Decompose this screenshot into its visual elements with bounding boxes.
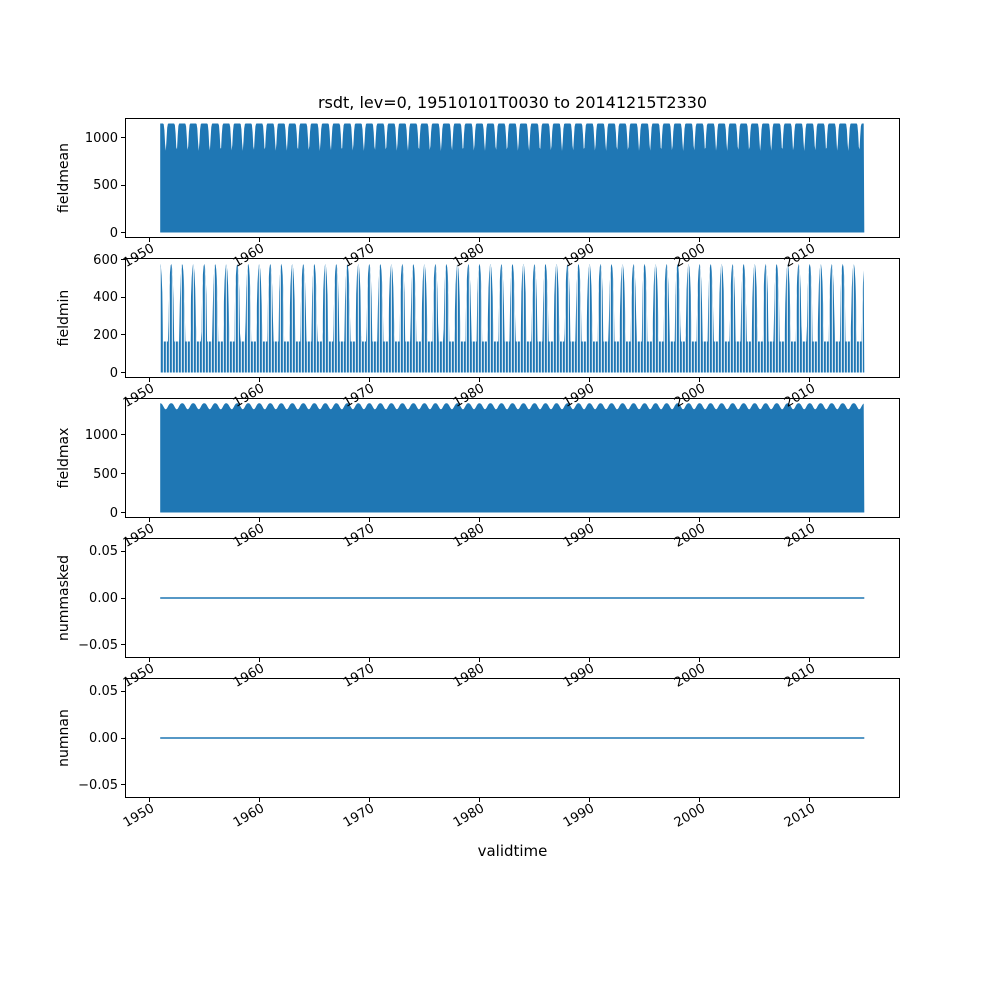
y-tick-label: −0.05 <box>78 637 118 653</box>
x-tick-mark <box>809 658 811 662</box>
y-tick-label: 0 <box>109 225 118 241</box>
x-tick-mark <box>148 378 150 382</box>
axes-frame <box>125 398 900 518</box>
axes-frame <box>125 118 900 238</box>
x-tick-mark <box>699 238 701 242</box>
y-tick-label: 500 <box>93 178 118 194</box>
x-tick-mark <box>699 378 701 382</box>
y-tick-label: 600 <box>93 252 118 268</box>
x-tick-mark <box>368 518 370 522</box>
x-tick-mark <box>258 798 260 802</box>
y-tick-mark <box>121 784 125 786</box>
x-tick-label: 2000 <box>671 801 708 831</box>
y-tick-mark <box>121 644 125 646</box>
y-tick-mark <box>121 737 125 739</box>
x-tick-mark <box>699 518 701 522</box>
x-tick-mark <box>589 238 591 242</box>
y-tick-label: 0.00 <box>89 591 118 606</box>
y-tick-label: −0.05 <box>78 777 118 793</box>
axes-frame <box>125 538 900 658</box>
x-tick-mark <box>258 238 260 242</box>
x-tick-mark <box>258 658 260 662</box>
y-axis-label-fieldmin: fieldmin <box>56 289 72 347</box>
x-tick-mark <box>258 518 260 522</box>
x-tick-mark <box>589 518 591 522</box>
y-tick-label: 0.00 <box>89 731 118 746</box>
subplot-fieldmin <box>125 258 900 382</box>
y-tick-mark <box>121 372 125 374</box>
x-tick-label: 1960 <box>231 801 268 831</box>
y-tick-label: 400 <box>93 290 118 306</box>
x-tick-mark <box>699 658 701 662</box>
y-tick-mark <box>121 184 125 186</box>
y-tick-mark <box>121 597 125 599</box>
x-tick-mark <box>809 798 811 802</box>
x-tick-label: 2010 <box>781 801 818 831</box>
subplot-fieldmax <box>125 398 900 522</box>
x-tick-mark <box>258 378 260 382</box>
x-tick-mark <box>368 658 370 662</box>
x-tick-mark <box>148 658 150 662</box>
y-tick-mark <box>121 334 125 336</box>
y-tick-mark <box>121 296 125 298</box>
y-tick-mark <box>121 690 125 692</box>
x-tick-mark <box>589 378 591 382</box>
y-tick-mark <box>121 137 125 139</box>
x-tick-mark <box>368 238 370 242</box>
x-tick-label: 1980 <box>451 801 488 831</box>
figure-title: rsdt, lev=0, 19510101T0030 to 20141215T2… <box>317 93 708 112</box>
subplot-nummasked <box>125 538 900 662</box>
x-tick-mark <box>809 518 811 522</box>
series-fieldmean <box>160 123 865 233</box>
y-tick-mark <box>121 259 125 261</box>
x-tick-mark <box>148 798 150 802</box>
y-tick-label: 0 <box>109 365 118 381</box>
x-tick-label: 1950 <box>121 801 158 831</box>
plot-area-fieldmax <box>125 398 900 518</box>
x-tick-mark <box>368 798 370 802</box>
axes-frame <box>125 258 900 378</box>
x-tick-mark <box>368 378 370 382</box>
y-tick-label: 1000 <box>84 427 118 443</box>
x-tick-mark <box>809 378 811 382</box>
x-tick-mark <box>148 238 150 242</box>
y-tick-label: 1000 <box>84 130 118 146</box>
plot-area-fieldmin <box>125 258 900 378</box>
y-tick-label: 0.05 <box>89 544 118 560</box>
x-tick-mark <box>809 238 811 242</box>
x-tick-mark <box>148 518 150 522</box>
y-tick-label: 0 <box>109 505 118 521</box>
plot-area-numnan <box>125 678 900 798</box>
x-axis-title: validtime <box>477 842 548 860</box>
y-tick-mark <box>121 550 125 552</box>
series-fieldmin-texture <box>160 263 865 373</box>
y-tick-mark <box>121 512 125 514</box>
x-tick-mark <box>478 518 480 522</box>
x-tick-label: 1990 <box>561 801 598 831</box>
series-fieldmax <box>160 403 865 513</box>
x-tick-mark <box>478 378 480 382</box>
x-tick-mark <box>478 658 480 662</box>
x-tick-mark <box>589 658 591 662</box>
x-tick-mark <box>589 798 591 802</box>
y-tick-mark <box>121 473 125 475</box>
axes-frame <box>125 678 900 798</box>
y-axis-label-fieldmax: fieldmax <box>56 427 72 489</box>
y-tick-label: 500 <box>93 466 118 482</box>
subplot-numnan <box>125 678 900 802</box>
plot-area-nummasked <box>125 538 900 658</box>
x-tick-mark <box>478 238 480 242</box>
y-tick-mark <box>121 232 125 234</box>
plot-area-fieldmean <box>125 118 900 238</box>
x-tick-label: 1970 <box>341 801 378 831</box>
x-tick-mark <box>699 798 701 802</box>
y-tick-label: 0.05 <box>89 684 118 700</box>
x-tick-mark <box>478 798 480 802</box>
y-tick-label: 200 <box>93 327 118 343</box>
subplot-fieldmean <box>125 118 900 242</box>
y-tick-mark <box>121 434 125 436</box>
